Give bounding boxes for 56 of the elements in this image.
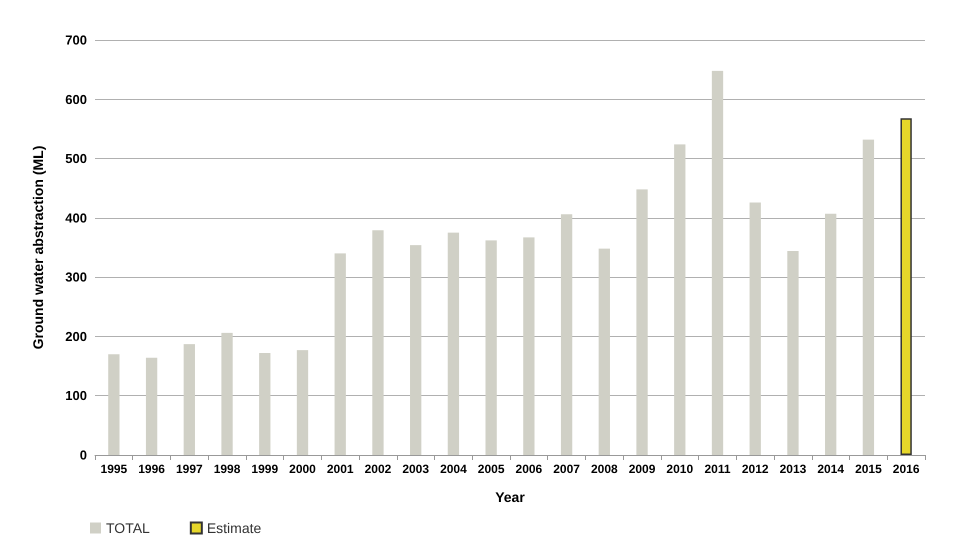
- x-tick-label: 2010: [666, 462, 694, 476]
- x-tick-label: 2014: [817, 462, 844, 476]
- x-tick-label: 2004: [440, 462, 468, 476]
- bar: [674, 144, 686, 455]
- legend-label: TOTAL: [106, 520, 150, 536]
- x-tick-label: 2013: [780, 462, 807, 476]
- bar: [900, 118, 912, 455]
- x-tick-label: 2006: [516, 462, 543, 476]
- y-tick-label: 500: [65, 151, 87, 166]
- bar: [334, 253, 346, 455]
- x-tick-label: 2000: [289, 462, 316, 476]
- x-tick-label: 2005: [478, 462, 505, 476]
- bar: [712, 70, 724, 455]
- y-axis-title: Ground water abstraction (ML): [30, 146, 46, 350]
- bar: [485, 240, 497, 455]
- x-tick-label: 2003: [402, 462, 430, 476]
- x-tick-label: 2011: [704, 462, 731, 476]
- bar: [146, 358, 158, 455]
- bar: [825, 214, 836, 455]
- x-tick-label: 1998: [214, 462, 241, 476]
- y-tick-label: 100: [65, 388, 87, 404]
- x-tick-label: 1999: [251, 462, 278, 476]
- bar: [296, 350, 308, 455]
- legend-label: Estimate: [206, 520, 262, 536]
- bar: [221, 332, 233, 455]
- bar: [259, 353, 270, 455]
- bar: [108, 354, 120, 455]
- x-tick-label: 2016: [892, 462, 920, 476]
- bar: [636, 189, 648, 455]
- x-tick-label: 2001: [326, 462, 354, 476]
- x-tick-label: 2012: [742, 462, 769, 476]
- x-tick-label: 1996: [138, 462, 166, 476]
- x-tick-label: 1995: [100, 462, 128, 476]
- bar: [184, 344, 195, 455]
- x-tick-label: 2009: [628, 462, 656, 476]
- x-tick-label: 2008: [590, 462, 618, 476]
- x-tick-label: 1997: [176, 462, 203, 476]
- x-tick-label: 2002: [364, 462, 392, 476]
- bar: [448, 232, 460, 455]
- y-tick-label: 600: [65, 92, 87, 107]
- bar: [787, 251, 799, 455]
- bar: [372, 230, 384, 455]
- y-tick-label: 400: [65, 210, 87, 226]
- x-axis-title: Year: [495, 489, 526, 505]
- bar: [523, 237, 535, 455]
- y-tick-label: 0: [80, 448, 87, 462]
- bar: [560, 214, 572, 455]
- x-tick-label: 2015: [855, 462, 882, 476]
- bar: [410, 245, 422, 455]
- y-tick-label: 700: [65, 32, 87, 48]
- y-tick-label: 300: [65, 270, 87, 285]
- bar: [862, 140, 874, 455]
- x-tick-label: 2007: [553, 462, 580, 476]
- y-tick-label: 200: [65, 328, 87, 344]
- bar: [598, 248, 610, 455]
- bar: [750, 202, 761, 455]
